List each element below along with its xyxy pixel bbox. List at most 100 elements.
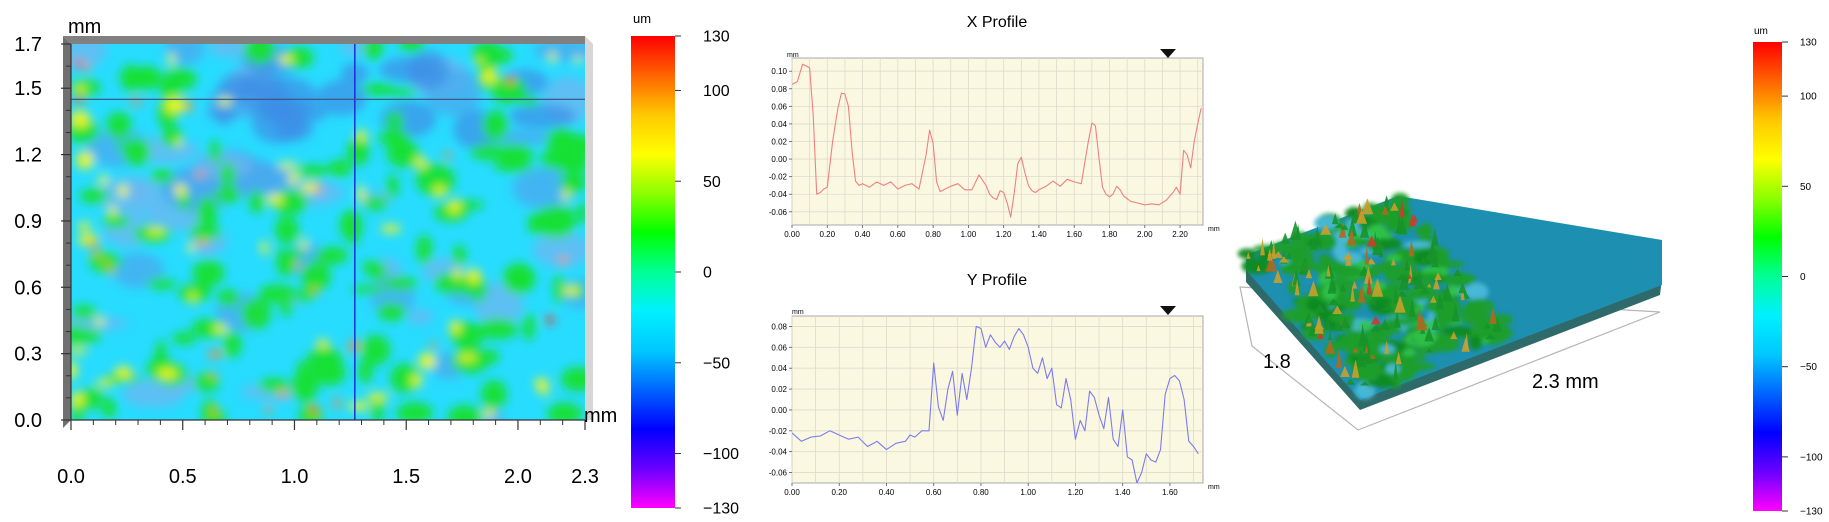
y-profile-y-unit: mm xyxy=(792,309,804,316)
surface-peak xyxy=(1281,232,1290,244)
surface-peak xyxy=(1364,246,1370,265)
surface-peak xyxy=(1370,316,1381,325)
profile-x-tick-label: 1.80 xyxy=(1102,230,1118,239)
surface-peak xyxy=(1453,268,1462,277)
profile-y-tick-label: 0.08 xyxy=(771,85,787,94)
surface-peak xyxy=(1339,283,1346,292)
surface-peak xyxy=(1381,205,1389,215)
surface-peak xyxy=(1367,257,1376,265)
surface-peak xyxy=(1340,365,1350,377)
surface-peak xyxy=(1393,310,1401,328)
surface-peak xyxy=(1394,295,1406,313)
profile-x-tick-label: 0.40 xyxy=(879,488,895,497)
x-profile-menu-triangle-icon[interactable] xyxy=(1160,49,1176,58)
surface-peak xyxy=(1350,284,1355,302)
surface-peak xyxy=(1285,251,1293,259)
surface-peak xyxy=(1351,359,1360,378)
surface-peak xyxy=(1436,293,1444,308)
surface-peak xyxy=(1451,303,1460,322)
profile-x-tick-label: 0.60 xyxy=(926,488,942,497)
x-profile-x-unit: mm xyxy=(1208,226,1220,233)
surface-peak xyxy=(1356,208,1368,224)
surface-peak xyxy=(1408,239,1415,257)
profile-y-tick-label: 0.02 xyxy=(771,385,787,394)
height-map-panel: 0.0 0.5 1.0 1.5 2.0 2.30.00.30.60.91.21.51.7 … xyxy=(14,16,617,488)
map-x-unit: mm xyxy=(584,405,617,427)
surface-peak xyxy=(1399,200,1405,218)
colorbar-left-ticks: 130 100 50 0 −50 −100 −130 xyxy=(675,29,739,518)
surface-peak xyxy=(1364,266,1373,284)
colorbar-tick-label: −50 xyxy=(1800,362,1817,373)
surface-peak xyxy=(1299,257,1311,275)
map-x-tick-label: 0.0 xyxy=(57,466,85,488)
colorbar-tick-label: −100 xyxy=(703,446,739,463)
profile-y-tick-label: -0.02 xyxy=(769,173,788,182)
surface-peak xyxy=(1485,333,1496,340)
map-x-tick-label: 0.5 xyxy=(169,466,197,488)
surface-peak xyxy=(1425,347,1434,353)
profile-y-tick-label: 0.06 xyxy=(771,102,787,111)
surface-peak xyxy=(1390,258,1396,266)
surface-peak xyxy=(1366,275,1372,295)
surface-peak xyxy=(1430,295,1437,303)
height-colorbar-right: um 130 100 50 0 −50 −100 −130 xyxy=(1753,26,1823,518)
surface-peak xyxy=(1427,241,1438,261)
profile-x-tick-label: 0.80 xyxy=(925,230,941,239)
surface-peak xyxy=(1332,305,1343,315)
surface-peak xyxy=(1361,198,1374,215)
surface-peak xyxy=(1408,296,1416,317)
surface-peak xyxy=(1328,330,1333,341)
surface-peak xyxy=(1395,351,1402,365)
map-y-tick-label: 0.6 xyxy=(14,277,42,299)
surface-peak xyxy=(1396,213,1402,233)
surface-peak xyxy=(1334,223,1345,228)
surface-peak xyxy=(1360,323,1365,341)
surface-peak xyxy=(1340,224,1349,230)
height-map-image xyxy=(71,44,585,420)
surface-peak xyxy=(1394,227,1403,234)
surface-peak xyxy=(1347,228,1356,246)
surface-peak xyxy=(1342,254,1354,260)
map-y-tick-label: 0.3 xyxy=(14,344,42,366)
surface-peak xyxy=(1372,236,1384,256)
map-y-tick-label: 1.2 xyxy=(14,145,42,167)
surface-peak xyxy=(1355,349,1367,368)
surface-peak xyxy=(1359,221,1370,238)
surface-peak xyxy=(1404,258,1410,271)
y-profile-axes: 0.00 0.20 0.40 0.60 0.80 1.00 1.20 1.40 1.60 0.08… xyxy=(769,322,1178,497)
x-profile-axes: 0.00 0.20 0.40 0.60 0.80 1.00 1.20 1.40 1.60 1.80… xyxy=(769,67,1189,239)
height-colorbar-left: um 130 100 50 0 −50 −100 −130 xyxy=(631,11,739,518)
surface-peak xyxy=(1347,216,1357,237)
surface-peak xyxy=(1245,252,1251,259)
y-profile-menu-triangle-icon[interactable] xyxy=(1160,306,1176,315)
colorbar-left-unit: um xyxy=(633,11,651,26)
colorbar-left-gradient xyxy=(631,36,675,508)
surface-peak xyxy=(1324,339,1336,354)
map-frame-left xyxy=(63,36,71,428)
surface-peak xyxy=(1325,316,1331,330)
surface-peak xyxy=(1278,256,1289,263)
map-frame-top xyxy=(63,36,585,44)
surface-peak xyxy=(1492,317,1502,332)
x-profile-title: X Profile xyxy=(967,14,1028,31)
colorbar-tick-label: 50 xyxy=(703,174,721,191)
x-profile-grid xyxy=(791,58,1203,225)
surface-3d-peaks xyxy=(1245,195,1502,386)
profile-x-tick-label: 2.00 xyxy=(1137,230,1153,239)
profile-x-tick-label: 0.00 xyxy=(784,488,800,497)
profile-y-tick-label: -0.02 xyxy=(769,427,788,436)
surface-peak xyxy=(1326,264,1331,277)
y-profile-title: Y Profile xyxy=(967,272,1027,289)
surface-peak xyxy=(1335,349,1343,369)
map-x-tick-label: 1.0 xyxy=(281,466,309,488)
profile-x-tick-label: 1.60 xyxy=(1162,488,1178,497)
surface-peak xyxy=(1427,283,1432,288)
colorbar-right-gradient xyxy=(1753,42,1782,511)
profile-y-tick-label: 0.04 xyxy=(771,364,787,373)
surface-peak xyxy=(1413,272,1425,289)
profile-y-tick-label: 0.06 xyxy=(771,343,787,352)
surface-peak xyxy=(1308,319,1317,337)
surface-peak xyxy=(1393,284,1398,304)
colorbar-tick-label: 130 xyxy=(703,29,730,46)
